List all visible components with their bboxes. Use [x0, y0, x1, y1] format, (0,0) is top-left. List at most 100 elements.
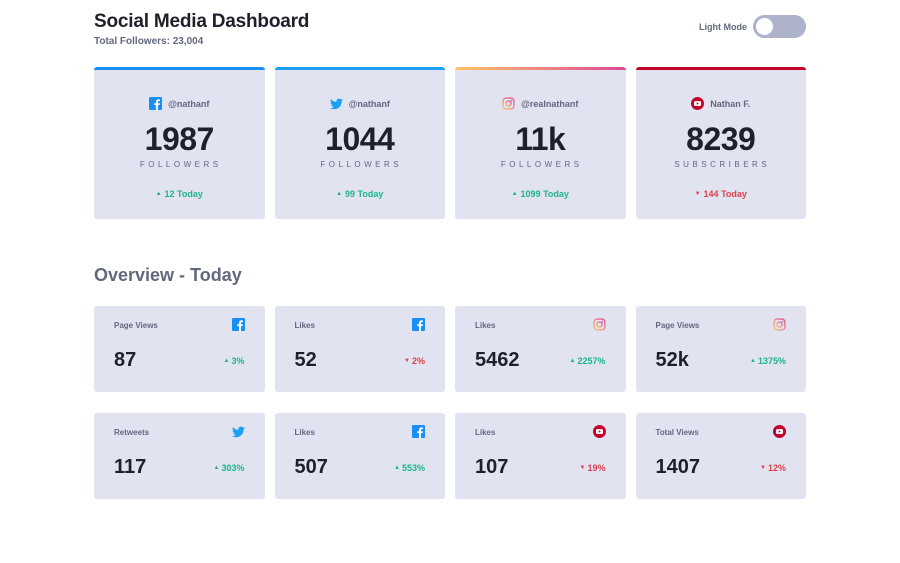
overview-delta: ▲ 1375%: [750, 356, 786, 366]
card-unit: FOLLOWERS: [500, 160, 583, 169]
overview-delta-value: 2257%: [577, 356, 606, 366]
overview-card[interactable]: Retweets 117 ▲ 303%: [94, 413, 265, 499]
youtube-icon: [773, 425, 786, 438]
overview-delta-value: 19%: [587, 463, 606, 473]
follower-cards: @nathanf 1987 FOLLOWERS ▲ 12 Today @nath…: [94, 67, 806, 219]
follower-card-youtube[interactable]: Nathan F. 8239 SUBSCRIBERS ▼ 144 Today: [635, 67, 807, 219]
overview-value: 107: [475, 456, 509, 478]
overview-delta-value: 1375%: [757, 356, 786, 366]
arrow-up-icon: ▲: [569, 358, 576, 364]
facebook-icon: [149, 97, 163, 110]
card-unit: SUBSCRIBERS: [674, 160, 771, 169]
overview-delta: ▲ 303%: [214, 463, 245, 473]
overview-value: 117: [114, 456, 147, 478]
instagram-icon: [502, 97, 515, 110]
arrow-up-icon: ▲: [750, 358, 756, 364]
overview-card[interactable]: Likes 507 ▲ 553%: [274, 413, 445, 499]
twitter-icon: [231, 425, 245, 438]
toggle-knob: [756, 18, 773, 35]
overview-value: 507: [294, 456, 328, 478]
overview-label: Total Views: [655, 428, 699, 437]
arrow-up-icon: ▲: [336, 191, 343, 197]
card-accent-bar: [635, 67, 806, 70]
card-handle: @nathanf: [348, 98, 390, 109]
facebook-icon: [412, 318, 425, 331]
theme-mode-label: Light Mode: [699, 21, 747, 32]
card-unit: FOLLOWERS: [320, 160, 403, 169]
follower-card-facebook[interactable]: @nathanf 1987 FOLLOWERS ▲ 12 Today: [94, 67, 265, 219]
overview-card[interactable]: Likes 5462 ▲ 2257%: [455, 306, 626, 392]
arrow-down-icon: ▼: [404, 358, 410, 364]
overview-label: Page Views: [114, 321, 158, 330]
card-accent-bar: [455, 67, 626, 70]
arrow-down-icon: ▼: [694, 191, 701, 197]
overview-delta: ▲ 3%: [224, 356, 245, 366]
arrow-up-icon: ▲: [223, 358, 230, 364]
overview-label: Likes: [294, 321, 315, 330]
arrow-up-icon: ▲: [213, 465, 220, 471]
overview-delta: ▲ 2257%: [570, 356, 606, 366]
overview-label: Likes: [475, 321, 496, 330]
overview-delta-value: 303%: [221, 463, 245, 473]
card-delta: ▲ 99 Today: [275, 189, 446, 199]
overview-value: 5462: [475, 349, 520, 371]
overview-value: 1407: [655, 456, 701, 478]
card-delta-value: 1099 Today: [520, 189, 569, 199]
overview-card[interactable]: Total Views 1407 ▼ 12%: [635, 413, 806, 499]
instagram-icon: [773, 318, 786, 331]
page-title: Social Media Dashboard: [94, 11, 310, 32]
facebook-icon: [412, 425, 425, 438]
card-count: 1044: [325, 121, 395, 157]
instagram-icon: [592, 318, 606, 331]
card-delta-value: 144 Today: [703, 189, 747, 199]
overview-delta: ▼ 2%: [404, 356, 425, 366]
overview-title: Overview - Today: [94, 265, 242, 285]
dashboard-header: Social Media Dashboard Total Followers: …: [94, 11, 806, 51]
arrow-down-icon: ▼: [760, 465, 766, 471]
card-accent-bar: [94, 67, 265, 70]
overview-card[interactable]: Page Views 52k ▲ 1375%: [635, 306, 806, 392]
overview-label: Likes: [475, 428, 496, 437]
overview-value: 87: [114, 349, 137, 371]
card-count: 11k: [515, 121, 566, 157]
card-handle: @realnathanf: [521, 98, 579, 109]
card-count: 8239: [686, 121, 756, 157]
overview-value: 52: [294, 349, 317, 371]
arrow-down-icon: ▼: [579, 465, 586, 471]
overview-delta: ▼ 19%: [580, 463, 606, 473]
card-count: 1987: [144, 121, 215, 157]
follower-card-twitter[interactable]: @nathanf 1044 FOLLOWERS ▲ 99 Today: [274, 67, 446, 219]
overview-label: Likes: [294, 428, 315, 437]
overview-delta-value: 3%: [231, 356, 245, 366]
facebook-icon: [231, 318, 245, 331]
theme-toggle[interactable]: [753, 15, 806, 38]
arrow-up-icon: ▲: [394, 465, 400, 471]
card-accent-bar: [274, 67, 445, 70]
overview-label: Retweets: [114, 428, 150, 437]
youtube-icon: [691, 97, 705, 110]
overview-card[interactable]: Likes 107 ▼ 19%: [455, 413, 626, 499]
overview-grid: Page Views 87 ▲ 3% Likes 52 ▼ 2% Likes 546…: [94, 306, 806, 499]
overview-value: 52k: [655, 349, 689, 371]
overview-delta-value: 12%: [767, 463, 786, 473]
overview-delta: ▲ 553%: [394, 463, 425, 473]
card-delta: ▼ 144 Today: [636, 189, 807, 199]
overview-delta-value: 2%: [411, 356, 425, 366]
theme-switch: Light Mode: [699, 15, 806, 38]
card-delta: ▲ 12 Today: [94, 189, 265, 199]
card-delta-value: 99 Today: [345, 189, 384, 199]
card-unit: FOLLOWERS: [139, 160, 222, 169]
arrow-up-icon: ▲: [511, 191, 518, 197]
overview-label: Page Views: [655, 321, 700, 330]
card-delta: ▲ 1099 Today: [455, 189, 626, 199]
overview-delta: ▼ 12%: [760, 463, 786, 473]
overview-delta-value: 553%: [401, 463, 425, 473]
overview-card[interactable]: Page Views 87 ▲ 3%: [94, 306, 265, 392]
overview-card[interactable]: Likes 52 ▼ 2%: [274, 306, 445, 392]
card-handle: @nathanf: [168, 98, 210, 109]
card-handle: Nathan F.: [710, 98, 751, 109]
follower-card-instagram[interactable]: @realnathanf 11k FOLLOWERS ▲ 1099 Today: [455, 67, 626, 219]
twitter-icon: [329, 97, 343, 110]
card-delta-value: 12 Today: [164, 189, 203, 199]
arrow-up-icon: ▲: [155, 191, 162, 197]
